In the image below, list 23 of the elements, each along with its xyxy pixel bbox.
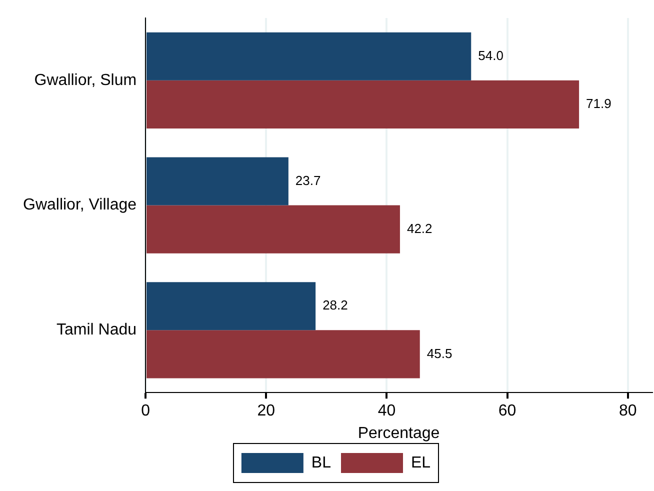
- x-tick-label: 80: [618, 402, 637, 420]
- data-label: 54.0: [478, 48, 504, 63]
- x-tick-label: 0: [141, 402, 150, 420]
- legend-label: EL: [411, 454, 431, 472]
- bar: [146, 157, 288, 206]
- x-tick-label: 40: [378, 402, 396, 420]
- y-tick-label: Gwallior, Slum: [34, 72, 137, 89]
- x-tick-label: 60: [498, 402, 516, 420]
- legend-label: BL: [311, 454, 332, 472]
- data-label: 45.5: [426, 346, 452, 361]
- bar: [146, 330, 420, 378]
- data-label: 23.7: [295, 172, 321, 188]
- x-axis-title: Percentage: [358, 424, 440, 442]
- bar: [146, 32, 472, 80]
- bar: [146, 282, 316, 330]
- y-tick-label: Tamil Nadu: [56, 322, 137, 339]
- bar: [146, 205, 400, 254]
- data-label: 42.2: [406, 220, 432, 236]
- data-label: 28.2: [322, 298, 348, 313]
- x-tick-label: 20: [257, 402, 276, 420]
- data-label: 71.9: [586, 96, 612, 112]
- bar: [146, 80, 580, 129]
- y-tick-label: Gwallior, Village: [22, 196, 137, 214]
